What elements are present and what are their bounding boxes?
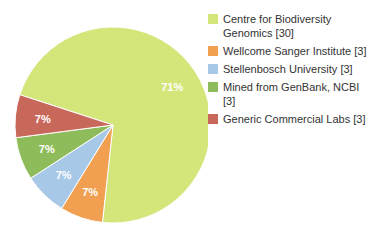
svg-text:7%: 7% — [56, 169, 72, 181]
svg-text:7%: 7% — [35, 113, 51, 125]
html-text:Genomics [30]: Genomics [30] — [223, 27, 294, 39]
svg-text:7%: 7% — [82, 186, 98, 198]
html-text:Stellenbosch University [3]: Stellenbosch University [3] — [223, 63, 353, 75]
svg-text:7%: 7% — [39, 143, 55, 155]
svg-text:71%: 71% — [161, 81, 183, 93]
html-text:Centre for Biodiversity: Centre for Biodiversity — [223, 13, 332, 25]
html-text:Mined from GenBank, NCBI [3]: Mined from GenBank, NCBI [3] — [223, 81, 360, 107]
html-text:Wellcome Sanger Institute [3]: Wellcome Sanger Institute [3] — [223, 45, 367, 57]
html-text:Generic Commercial Labs [3]: Generic Commercial Labs [3] — [223, 113, 366, 125]
